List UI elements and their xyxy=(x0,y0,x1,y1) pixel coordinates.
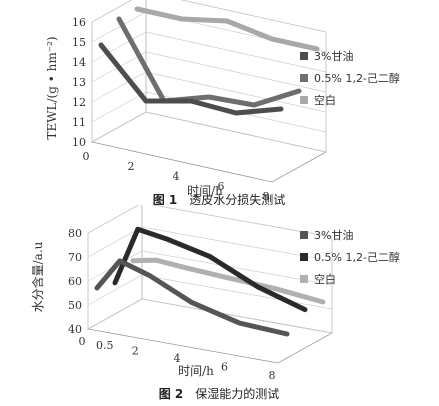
y-tick-label: 40 xyxy=(68,323,82,336)
legend-swatch-1 xyxy=(300,52,308,60)
y-tick-label: 16 xyxy=(72,16,86,29)
gridline xyxy=(91,51,327,93)
legend-label-2: 0.5% 1,2-己二醇 xyxy=(314,250,400,264)
caption-number: 图 1 xyxy=(153,193,178,205)
legend-swatch-1 xyxy=(300,231,308,239)
gridline xyxy=(91,0,327,33)
gridline xyxy=(91,31,327,73)
x-axis-label: 时间/h xyxy=(187,184,223,198)
x-tick-label: 0.5 xyxy=(96,339,114,352)
x-tick-label: 8 xyxy=(263,190,270,203)
y-tick-label: 11 xyxy=(72,116,86,129)
plot-area: 10 11 12 13 14 15 16 0 2 4 6 8 TEWL/(g • hm⁻²) 时间/h 3%… xyxy=(45,0,400,205)
figure-caption: 图 2 保湿能力的测试 xyxy=(159,386,280,401)
legend-label-2: 0.5% 1,2-己二醇 xyxy=(314,71,400,85)
caption-text: 保湿能力的测试 xyxy=(195,386,279,401)
caption-number: 图 2 xyxy=(159,387,184,401)
x-axis-label: 时间/h xyxy=(178,364,214,378)
legend-label-3: 空白 xyxy=(314,272,336,286)
y-tick-label: 70 xyxy=(68,251,82,264)
back-wall xyxy=(141,205,333,334)
x-tick-label: 4 xyxy=(173,170,180,183)
x-tick-label: 0 xyxy=(83,150,90,163)
y-axis-label: 水分含量/a.u xyxy=(30,241,45,312)
gridline xyxy=(87,226,333,262)
x-tick-label: 2 xyxy=(128,160,135,173)
chart-tewl: 10 11 12 13 14 15 16 0 2 4 6 8 TEWL/(g • hm⁻²) 时间/h 3%… xyxy=(45,0,400,205)
legend-label-3: 空白 xyxy=(314,93,336,107)
x-tick-label: 0 xyxy=(79,335,86,348)
gridline xyxy=(87,298,333,334)
x-tick-label: 6 xyxy=(218,180,225,193)
series-line-1 xyxy=(94,258,290,337)
legend-swatch-3 xyxy=(300,96,308,104)
series-line-2 xyxy=(116,16,302,108)
figure-caption: 图 1 透皮水分损失测试 xyxy=(153,192,286,205)
y-tick-label: 12 xyxy=(72,96,86,109)
y-tick-label: 15 xyxy=(72,36,86,49)
y-tick-label: 10 xyxy=(72,136,86,149)
x-tick-label: 8 xyxy=(269,369,276,382)
x-tick-label: 2 xyxy=(132,345,139,358)
plot-area: 40 50 60 70 80 0 0.5 2 4 6 8 水分含量/a.u 时间/h 3%甘油 0.5% 1… xyxy=(30,205,400,401)
gridline xyxy=(87,205,333,238)
legend-label-1: 3%甘油 xyxy=(314,49,353,63)
caption-text: 透皮水分损失测试 xyxy=(189,192,285,205)
y-tick-label: 50 xyxy=(68,299,82,312)
legend-swatch-2 xyxy=(300,253,308,261)
legend-label-1: 3%甘油 xyxy=(314,228,353,242)
series-line-1 xyxy=(98,42,284,116)
series-line-2 xyxy=(112,226,308,313)
chart-moisture: 40 50 60 70 80 0 0.5 2 4 6 8 水分含量/a.u 时间/h 3%甘油 0.5% 1… xyxy=(30,205,400,401)
gridline xyxy=(87,274,333,310)
y-tick-label: 60 xyxy=(68,275,82,288)
gridline xyxy=(87,250,333,286)
legend-swatch-2 xyxy=(300,74,308,82)
y-tick-label: 13 xyxy=(72,76,86,89)
y-tick-label: 14 xyxy=(72,56,86,69)
x-tick-label: 6 xyxy=(221,361,228,374)
series-line-3 xyxy=(134,6,320,52)
legend-swatch-3 xyxy=(300,275,308,283)
series-line-3 xyxy=(130,257,326,305)
x-tick-label: 4 xyxy=(174,352,181,365)
y-tick-label: 80 xyxy=(68,227,82,240)
gridline xyxy=(91,91,327,133)
gridline xyxy=(91,111,327,153)
y-axis-label: TEWL/(g • hm⁻²) xyxy=(45,36,59,139)
